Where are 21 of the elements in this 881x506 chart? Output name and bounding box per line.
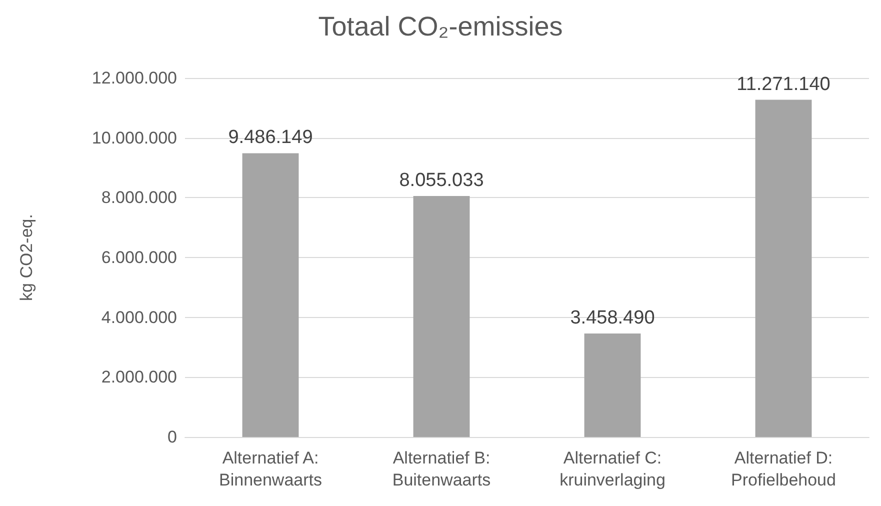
y-tick-label: 0 [168, 428, 177, 446]
y-tick-label: 2.000.000 [101, 368, 177, 387]
y-tick-label: 6.000.000 [101, 248, 177, 267]
data-label: 3.458.490 [570, 308, 655, 329]
bar [584, 334, 641, 437]
data-label: 11.271.140 [736, 74, 830, 95]
y-tick-label: 4.000.000 [101, 308, 177, 327]
x-tick-label: Alternatief C: kruinverlaging [560, 448, 666, 490]
chart-title: Totaal CO₂-emissies [318, 12, 563, 42]
y-tick-label: 8.000.000 [101, 188, 177, 208]
y-tick-label: 10.000.000 [92, 128, 177, 148]
y-axis-title: kg CO2-eq. [17, 214, 36, 301]
data-label: 8.055.033 [399, 170, 484, 192]
x-tick-label: Alternatief D: Profielbehoud [731, 448, 836, 490]
data-label: 9.486.149 [228, 127, 313, 148]
x-tick-label: Alternatief B: Buitenwaarts [392, 448, 491, 490]
x-tick-label: Alternatief A: Binnenwaarts [218, 448, 322, 490]
bar [413, 196, 470, 437]
bar [242, 153, 299, 437]
y-tick-label: 12.000.000 [92, 68, 177, 88]
bar [755, 100, 812, 437]
